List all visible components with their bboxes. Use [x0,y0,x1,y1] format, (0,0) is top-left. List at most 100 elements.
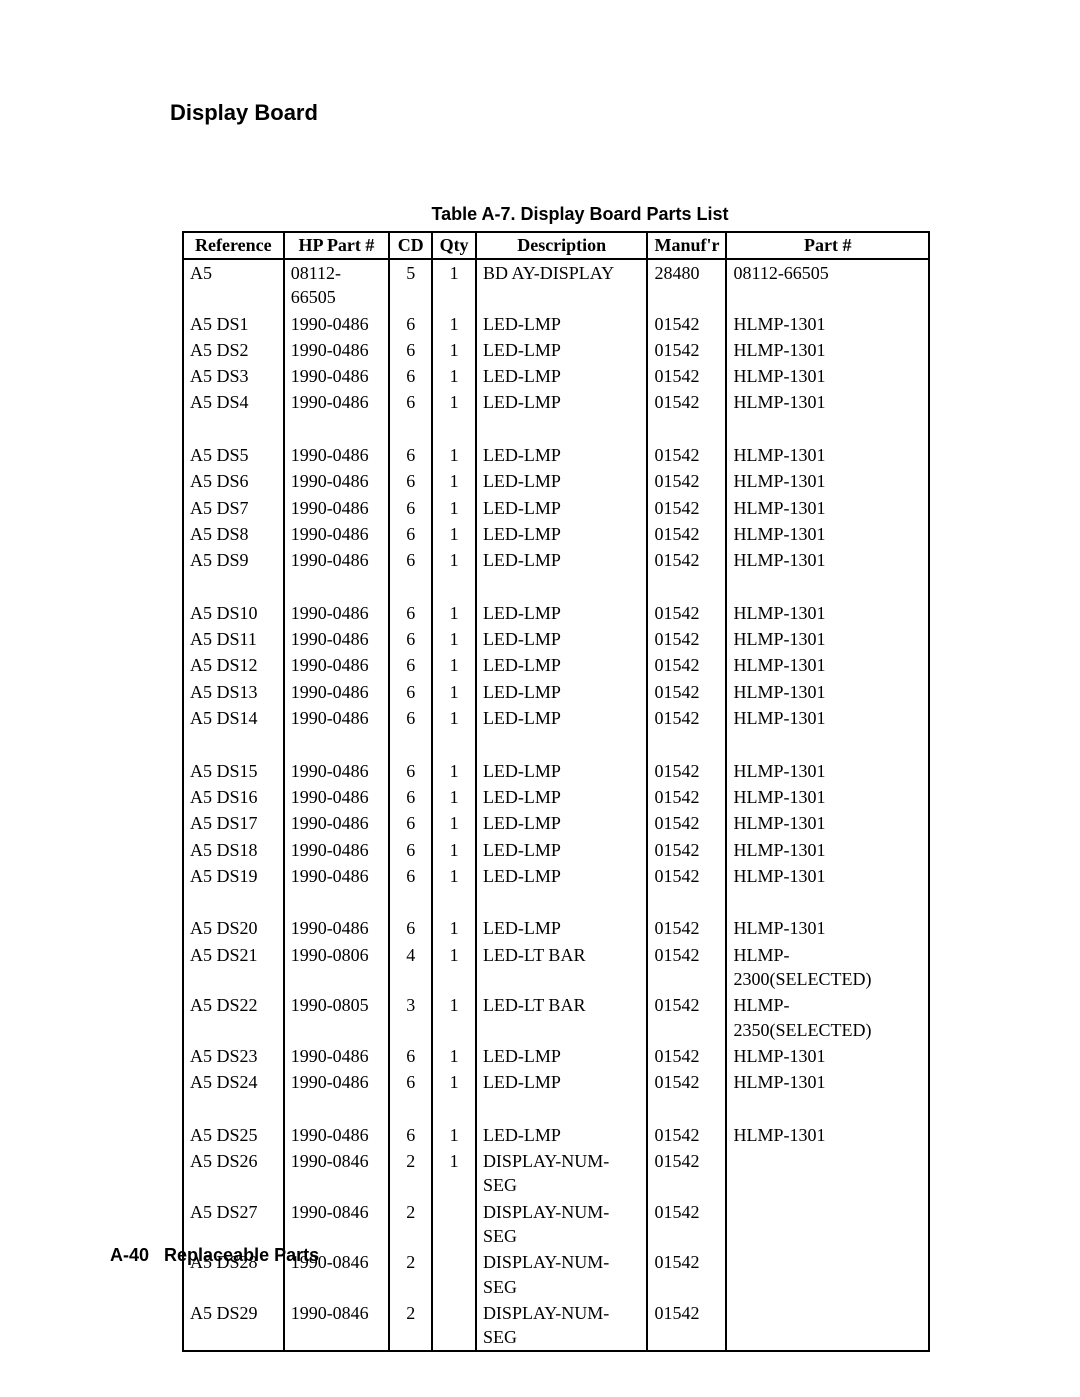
table-row: A5 DS31990-048661LED-LMP01542HLMP-1301 [183,363,929,389]
cell-hp-part: 1990-0486 [284,442,390,468]
cell-description: LED-LMP [476,837,648,863]
cell-cd: 6 [389,915,432,941]
cell-part: HLMP-1301 [726,495,929,521]
table-row: A5 DS51990-048661LED-LMP01542HLMP-1301 [183,442,929,468]
cell-cd: 6 [389,1069,432,1095]
cell-qty: 1 [432,1069,476,1095]
cell-description: LED-LMP [476,652,648,678]
cell-qty: 1 [432,942,476,993]
cell-description: LED-LMP [476,547,648,573]
cell-manufr: 01542 [647,1148,726,1199]
cell-description: BD AY-DISPLAY [476,259,648,311]
cell-hp-part: 1990-0486 [284,311,390,337]
cell-description: LED-LMP [476,389,648,415]
cell-reference: A5 DS8 [183,521,284,547]
cell-part: HLMP-1301 [726,1043,929,1069]
cell-cd: 2 [389,1148,432,1199]
cell-reference: A5 DS26 [183,1148,284,1199]
cell-qty: 1 [432,837,476,863]
cell-reference: A5 DS21 [183,942,284,993]
table-row: A5 DS171990-048661LED-LMP01542HLMP-1301 [183,810,929,836]
cell-reference: A5 DS10 [183,600,284,626]
cell-hp-part: 1990-0486 [284,626,390,652]
cell-hp-part: 1990-0486 [284,863,390,889]
cell-qty: 1 [432,758,476,784]
cell-qty: 1 [432,389,476,415]
cell-hp-part: 1990-0486 [284,495,390,521]
cell-manufr: 01542 [647,600,726,626]
cell-reference: A5 DS16 [183,784,284,810]
cell-qty: 1 [432,521,476,547]
table-row: A5 DS191990-048661LED-LMP01542HLMP-1301 [183,863,929,889]
cell-cd: 6 [389,863,432,889]
section-title: Display Board [170,100,930,126]
cell-hp-part: 1990-0486 [284,1122,390,1148]
cell-part: HLMP-1301 [726,837,929,863]
cell-manufr: 01542 [647,626,726,652]
cell-reference: A5 DS19 [183,863,284,889]
cell-hp-part: 1990-0486 [284,758,390,784]
cell-hp-part: 08112-66505 [284,259,390,311]
table-row: A5 DS241990-048661LED-LMP01542HLMP-1301 [183,1069,929,1095]
cell-qty: 1 [432,784,476,810]
cell-hp-part: 1990-0846 [284,1148,390,1199]
table-row: A5 DS141990-048661LED-LMP01542HLMP-1301 [183,705,929,731]
col-reference: Reference [183,232,284,259]
cell-manufr: 01542 [647,915,726,941]
cell-part [726,1300,929,1352]
cell-qty: 1 [432,600,476,626]
cell-qty: 1 [432,468,476,494]
cell-qty [432,1249,476,1300]
cell-description: LED-LT BAR [476,942,648,993]
cell-manufr: 01542 [647,942,726,993]
cell-part: HLMP-1301 [726,1069,929,1095]
table-row: A5 DS291990-08462DISPLAY-NUM-SEG01542 [183,1300,929,1352]
cell-qty: 1 [432,311,476,337]
cell-cd: 6 [389,626,432,652]
cell-part: HLMP-1301 [726,784,929,810]
cell-description: LED-LMP [476,495,648,521]
cell-hp-part: 1990-0486 [284,547,390,573]
cell-qty: 1 [432,626,476,652]
cell-part: HLMP-1301 [726,337,929,363]
cell-reference: A5 DS9 [183,547,284,573]
cell-cd: 6 [389,1043,432,1069]
cell-part: HLMP-1301 [726,363,929,389]
cell-description: LED-LMP [476,626,648,652]
cell-manufr: 01542 [647,442,726,468]
cell-cd: 6 [389,495,432,521]
cell-description: LED-LMP [476,311,648,337]
cell-cd: 6 [389,600,432,626]
cell-cd: 2 [389,1249,432,1300]
table-row: A5 DS121990-048661LED-LMP01542HLMP-1301 [183,652,929,678]
cell-hp-part: 1990-0486 [284,363,390,389]
cell-description: LED-LMP [476,1043,648,1069]
cell-qty: 1 [432,259,476,311]
cell-qty: 1 [432,337,476,363]
cell-reference: A5 DS27 [183,1199,284,1250]
table-row: A5 DS71990-048661LED-LMP01542HLMP-1301 [183,495,929,521]
cell-description: LED-LMP [476,1069,648,1095]
cell-qty: 1 [432,705,476,731]
cell-manufr: 01542 [647,363,726,389]
cell-qty: 1 [432,1122,476,1148]
cell-qty: 1 [432,547,476,573]
table-header-row: Reference HP Part # CD Qty Description M… [183,232,929,259]
table-row: A5 DS101990-048661LED-LMP01542HLMP-1301 [183,600,929,626]
cell-manufr: 01542 [647,468,726,494]
cell-cd: 6 [389,758,432,784]
cell-hp-part: 1990-0486 [284,337,390,363]
cell-reference: A5 DS13 [183,679,284,705]
cell-cd: 6 [389,810,432,836]
cell-part: HLMP-1301 [726,705,929,731]
table-row: A5 DS161990-048661LED-LMP01542HLMP-1301 [183,784,929,810]
cell-cd: 6 [389,652,432,678]
cell-part: HLMP-1301 [726,468,929,494]
cell-description: LED-LMP [476,442,648,468]
cell-hp-part: 1990-0486 [284,1069,390,1095]
table-row: A5 DS11990-048661LED-LMP01542HLMP-1301 [183,311,929,337]
table-row: A5 DS231990-048661LED-LMP01542HLMP-1301 [183,1043,929,1069]
cell-cd: 6 [389,389,432,415]
cell-description: LED-LMP [476,758,648,784]
cell-part: HLMP-1301 [726,600,929,626]
